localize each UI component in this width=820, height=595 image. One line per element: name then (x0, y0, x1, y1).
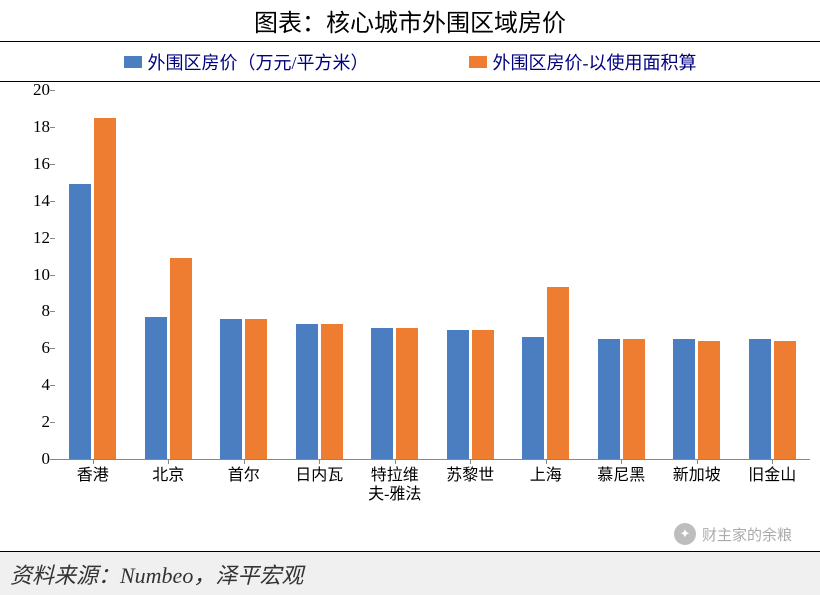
x-tickmark (395, 459, 396, 464)
x-axis-label: 新加坡 (659, 466, 735, 504)
y-tick-label: 16 (5, 154, 50, 174)
watermark-text: 财主家的余粮 (702, 524, 792, 545)
y-tickmark (50, 201, 55, 202)
bar-group (357, 90, 433, 459)
y-tickmark (50, 459, 55, 460)
bar-series1 (296, 324, 318, 459)
legend-label-2: 外围区房价-以使用面积算 (493, 49, 697, 75)
bar-series2 (774, 341, 796, 459)
y-tickmark (50, 422, 55, 423)
x-axis-label: 首尔 (206, 466, 282, 504)
bar-group (282, 90, 358, 459)
legend: 外围区房价（万元/平方米） 外围区房价-以使用面积算 (0, 42, 820, 82)
bar-group (433, 90, 509, 459)
y-tick-label: 4 (5, 375, 50, 395)
chart-area: 02468101214161820 香港北京首尔日内瓦特拉维夫-雅法苏黎世上海慕… (0, 82, 820, 551)
bar-series1 (447, 330, 469, 459)
y-tickmark (50, 311, 55, 312)
bar-group (206, 90, 282, 459)
y-tick-label: 6 (5, 338, 50, 358)
x-axis-label: 旧金山 (735, 466, 811, 504)
bar-series1 (220, 319, 242, 459)
bar-series2 (472, 330, 494, 459)
bar-series1 (371, 328, 393, 459)
bar-group (584, 90, 660, 459)
x-tickmark (546, 459, 547, 464)
x-tickmark (621, 459, 622, 464)
x-axis-label: 北京 (131, 466, 207, 504)
y-tick-label: 2 (5, 412, 50, 432)
x-tickmark (244, 459, 245, 464)
x-axis-labels: 香港北京首尔日内瓦特拉维夫-雅法苏黎世上海慕尼黑新加坡旧金山 (55, 466, 810, 504)
x-tickmark (319, 459, 320, 464)
legend-swatch-2 (469, 56, 487, 68)
chart-title: 图表：核心城市外围区域房价 (0, 0, 820, 42)
y-tick-label: 18 (5, 117, 50, 137)
y-tick-label: 14 (5, 191, 50, 211)
y-tickmark (50, 348, 55, 349)
x-tickmark (168, 459, 169, 464)
bar-series2 (94, 118, 116, 459)
legend-swatch-1 (124, 56, 142, 68)
y-axis: 02468101214161820 (5, 90, 50, 459)
bar-series2 (245, 319, 267, 459)
legend-item-2: 外围区房价-以使用面积算 (469, 49, 697, 75)
plot-region: 02468101214161820 (55, 90, 810, 460)
bar-series2 (623, 339, 645, 459)
watermark: ✦ 财主家的余粮 (674, 523, 792, 545)
y-tickmark (50, 238, 55, 239)
x-tickmark (697, 459, 698, 464)
bar-group (659, 90, 735, 459)
y-tickmark (50, 164, 55, 165)
bar-series2 (547, 287, 569, 459)
x-axis-label: 日内瓦 (282, 466, 358, 504)
x-axis-label: 特拉维夫-雅法 (357, 466, 433, 504)
bar-series2 (321, 324, 343, 459)
source: 资料来源：Numbeo，泽平宏观 (0, 551, 820, 595)
x-axis-label: 苏黎世 (433, 466, 509, 504)
bar-series1 (522, 337, 544, 459)
x-tickmark (93, 459, 94, 464)
wechat-icon: ✦ (674, 523, 696, 545)
y-tickmark (50, 275, 55, 276)
x-axis-label: 上海 (508, 466, 584, 504)
bar-series1 (673, 339, 695, 459)
bars-container (55, 90, 810, 459)
x-axis-label: 香港 (55, 466, 131, 504)
bar-series1 (145, 317, 167, 459)
y-tick-label: 10 (5, 265, 50, 285)
y-tickmark (50, 385, 55, 386)
legend-label-1: 外围区房价（万元/平方米） (148, 49, 369, 75)
bar-group (735, 90, 811, 459)
y-tickmark (50, 90, 55, 91)
bar-series2 (396, 328, 418, 459)
y-tick-label: 8 (5, 301, 50, 321)
bar-series2 (170, 258, 192, 459)
bar-series1 (69, 184, 91, 459)
bar-group (508, 90, 584, 459)
y-tickmark (50, 127, 55, 128)
bar-series1 (749, 339, 771, 459)
bar-series1 (598, 339, 620, 459)
y-tick-label: 0 (5, 449, 50, 469)
legend-item-1: 外围区房价（万元/平方米） (124, 49, 369, 75)
x-axis-label: 慕尼黑 (584, 466, 660, 504)
bar-group (55, 90, 131, 459)
bar-group (131, 90, 207, 459)
x-tickmark (470, 459, 471, 464)
x-tickmark (772, 459, 773, 464)
y-tick-label: 12 (5, 228, 50, 248)
bar-series2 (698, 341, 720, 459)
y-tick-label: 20 (5, 80, 50, 100)
